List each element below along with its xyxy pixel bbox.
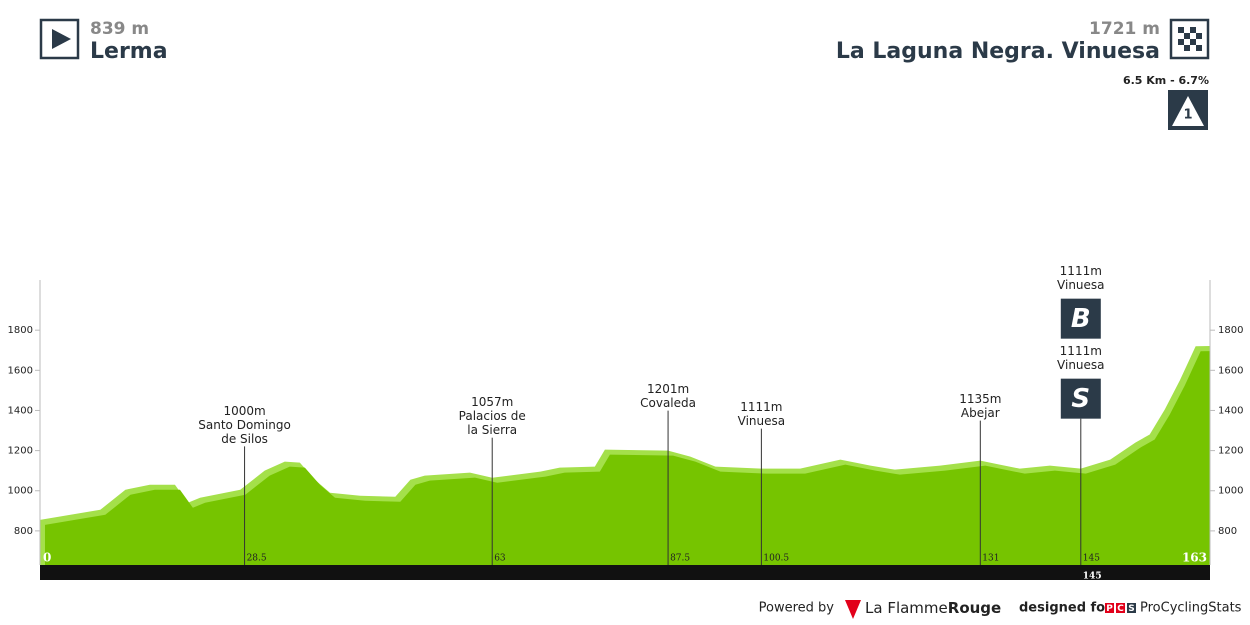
finish-name: La Laguna Negra. Vinuesa xyxy=(836,39,1160,64)
brand-part: Rouge xyxy=(948,599,1001,617)
annotation-label: 1000m xyxy=(223,404,265,418)
annotation-label: 1111m xyxy=(740,400,782,414)
pcs-box xyxy=(1116,603,1125,613)
annotation-name: Santo Domingo xyxy=(198,418,291,432)
x-tick-label: 100.5 xyxy=(763,554,789,564)
designed-for: designed for xyxy=(1019,601,1112,616)
finish-altitude: 1721 m xyxy=(1089,19,1160,39)
start-name: Lerma xyxy=(90,39,168,64)
brand-logo xyxy=(845,600,861,619)
pcs-box xyxy=(1105,603,1114,613)
annotation-label: 1057m xyxy=(471,395,513,409)
annotation-label: 1201m xyxy=(647,382,689,396)
start-block: 839 m Lerma xyxy=(39,18,168,64)
x-tick-label: 63 xyxy=(494,554,506,564)
bar-marker-label: 145 xyxy=(1083,572,1102,582)
climb-label: 6.5 Km - 6.7% xyxy=(1123,74,1209,87)
y-tick-label-right: 1400 xyxy=(1218,405,1243,416)
annotation-icon-letter: B xyxy=(1071,304,1091,334)
annotation-name: de Silos xyxy=(221,432,268,446)
y-tick-label: 1400 xyxy=(8,405,33,416)
x-tick-label: 28.5 xyxy=(247,554,267,564)
annotation-icon-letter: S xyxy=(1071,384,1090,414)
annotation-name: Vinuesa xyxy=(738,414,785,428)
pcs-letter: S xyxy=(1128,604,1134,614)
checker xyxy=(1178,27,1202,51)
x-tick-label: 145 xyxy=(1083,554,1100,564)
annotation-name: Palacios de xyxy=(459,409,526,423)
annotation-name: la Sierra xyxy=(467,423,517,437)
footer: Powered by La FlammeRouge designed for P… xyxy=(759,599,1242,619)
finish-icon xyxy=(1169,18,1210,60)
x-tick-label: 87.5 xyxy=(670,554,690,564)
annotation-label: 1135m xyxy=(959,392,1001,406)
annotation-icon xyxy=(1060,298,1101,339)
y-tick-label: 1800 xyxy=(8,325,33,336)
pcs-letter: C xyxy=(1117,604,1124,614)
powered-by: Powered by xyxy=(759,601,835,616)
y-tick-label-right: 1800 xyxy=(1218,325,1243,336)
x-tick-label: 163 xyxy=(1182,551,1207,565)
annotation-label: 1111m xyxy=(1060,264,1102,278)
y-tick-label: 1000 xyxy=(8,486,33,497)
y-tick-label: 800 xyxy=(14,526,33,537)
brand: La FlammeRouge xyxy=(865,599,1001,617)
y-tick-label: 1200 xyxy=(8,446,33,457)
pcs-box xyxy=(1127,603,1136,613)
x-tick-label: 0 xyxy=(43,551,51,565)
y-tick-label-right: 1000 xyxy=(1218,486,1243,497)
finish-block: 1721 m La Laguna Negra. Vinuesa 6.5 Km -… xyxy=(836,18,1210,130)
profile-area xyxy=(45,351,1210,565)
climb-category: 1 xyxy=(1183,108,1192,123)
plot: 800 800 1000 1000 1200 1200 1400 1400 1600 1600 18… xyxy=(8,264,1244,581)
x-tick-label: 131 xyxy=(982,554,999,564)
y-tick-label-right: 1600 xyxy=(1218,365,1243,376)
annotation-name: Abejar xyxy=(961,406,1000,420)
annotation-name: Vinuesa xyxy=(1057,358,1104,372)
start-icon xyxy=(39,18,80,60)
km-bar xyxy=(40,565,1210,580)
pcs-letter: P xyxy=(1106,604,1113,614)
y-tick-label-right: 1200 xyxy=(1218,446,1243,457)
annotation-name: Vinuesa xyxy=(1057,278,1104,292)
annotation-name: Covaleda xyxy=(640,396,696,410)
y-tick-label-right: 800 xyxy=(1218,526,1237,537)
start-arrow xyxy=(52,29,71,49)
pcs-name: ProCyclingStats xyxy=(1140,601,1242,616)
brand-part: La Flamme xyxy=(865,599,948,617)
annotation-label: 1111m xyxy=(1060,344,1102,358)
profile xyxy=(40,346,1210,565)
climb-triangle xyxy=(1172,96,1204,126)
annotation-icon xyxy=(1060,378,1101,419)
y-tick-label: 1600 xyxy=(8,365,33,376)
start-altitude: 839 m xyxy=(90,19,149,39)
